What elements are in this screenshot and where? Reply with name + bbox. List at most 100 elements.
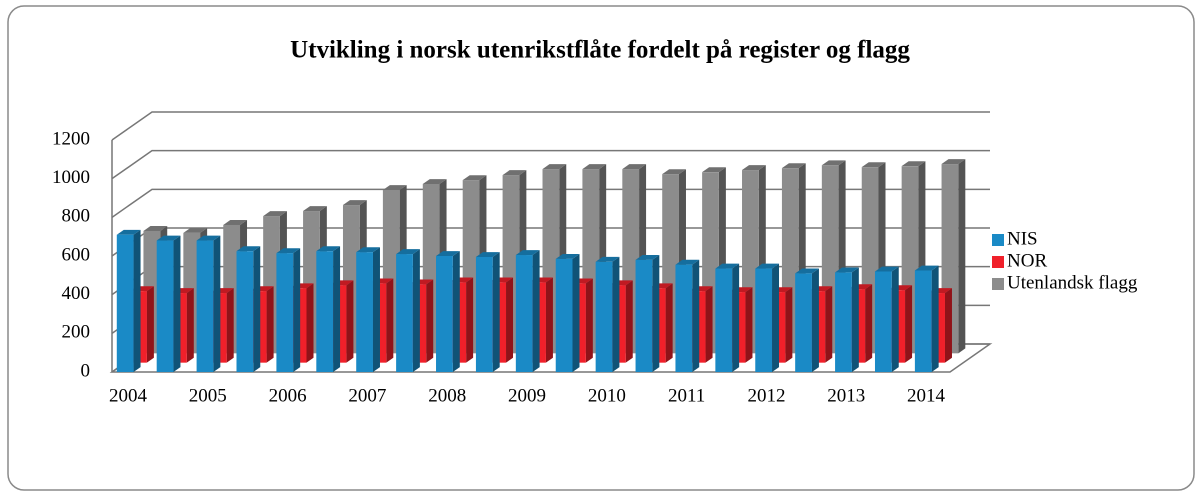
bar-top (635, 254, 660, 260)
x-tick-label: 2009 (508, 385, 546, 406)
bar-top (342, 200, 367, 206)
y-tick-label: 0 (81, 360, 91, 381)
y-tick-label: 1000 (52, 167, 90, 188)
bar-side (585, 278, 593, 363)
bar-side (186, 288, 194, 363)
legend-label: Utenlandsk flagg (1007, 272, 1138, 293)
bar-side (492, 252, 500, 372)
bar-top (276, 248, 301, 254)
grid-line (111, 149, 990, 180)
legend-label: NOR (1007, 250, 1047, 271)
bar-side (772, 263, 780, 372)
bar-top (702, 167, 726, 173)
y-tick-label: 1200 (52, 128, 90, 149)
bar-top (901, 161, 926, 167)
chart-title: Utvikling i norsk utenrikstflåte fordelt… (290, 37, 910, 64)
bar (396, 254, 413, 372)
bar-top (595, 256, 620, 262)
bar-side (665, 283, 673, 363)
bar-side (891, 266, 899, 372)
x-tick-label: 2014 (907, 385, 946, 406)
bar-top (861, 162, 886, 168)
x-tick-label: 2011 (668, 385, 705, 406)
bar-side (944, 288, 952, 363)
bar-top (555, 254, 580, 259)
bar (555, 258, 573, 372)
bar (196, 240, 214, 372)
bar-top (303, 206, 327, 212)
bar-side (452, 251, 460, 372)
bar-side (173, 235, 181, 372)
bar-side (506, 277, 514, 363)
bar-top (742, 165, 766, 171)
bar-side (386, 278, 394, 363)
bar-top (821, 160, 846, 166)
legend-swatch (992, 234, 1004, 246)
x-tick-label: 2013 (827, 385, 865, 406)
bar-top (156, 235, 181, 241)
x-tick-label: 2006 (269, 385, 307, 406)
bar-top (422, 179, 447, 184)
x-tick-label: 2010 (588, 385, 626, 406)
bar-side (253, 246, 261, 372)
x-tick-label: 2005 (189, 385, 227, 406)
bar-side (625, 280, 633, 363)
bar-side (572, 254, 580, 372)
bar-top (382, 185, 407, 190)
bar (356, 252, 373, 372)
bar-top (582, 164, 607, 170)
bar (635, 259, 653, 372)
bar-side (958, 159, 966, 354)
bar-top (675, 259, 700, 265)
bar (475, 256, 493, 372)
bar-top (356, 247, 380, 253)
bar-top (196, 235, 221, 241)
bar-side (905, 285, 913, 363)
bar-side (652, 254, 660, 372)
bar (436, 256, 453, 372)
bar-side (133, 229, 141, 372)
bar-top (316, 246, 341, 252)
legend-swatch (992, 278, 1004, 290)
bar-side (532, 250, 540, 372)
bar-top (263, 211, 287, 217)
bar-top (795, 268, 819, 274)
bar-side (612, 256, 620, 372)
bar-side (692, 259, 700, 372)
y-tick-label: 600 (62, 244, 91, 265)
x-tick-label: 2004 (109, 385, 148, 406)
bar (715, 268, 733, 372)
legend-label: NIS (1007, 228, 1038, 249)
bar-side (306, 283, 314, 363)
bar-top (143, 226, 168, 231)
bar-top (835, 267, 859, 273)
y-tick-label: 200 (62, 322, 91, 343)
bar-side (466, 277, 474, 363)
bar-side (825, 286, 833, 363)
bar (236, 251, 254, 372)
bar-top (715, 263, 740, 269)
bar-top (755, 263, 780, 269)
bar (675, 264, 693, 372)
bar-top (874, 266, 899, 272)
bar-top (502, 170, 527, 176)
bar-top (622, 164, 647, 170)
bar-side (732, 263, 740, 372)
x-tick-label: 2007 (348, 385, 386, 406)
bar (515, 255, 533, 372)
bar-side (865, 284, 873, 363)
bar (595, 261, 613, 372)
bar (156, 240, 174, 372)
bar (795, 273, 812, 372)
bar-side (811, 268, 819, 372)
bar-side (372, 247, 380, 372)
bar (116, 234, 134, 372)
legend-swatch (992, 256, 1004, 268)
bar-top (436, 251, 460, 256)
bar-side (213, 235, 221, 372)
bar-side (333, 246, 341, 372)
bar-top (781, 163, 806, 169)
bar-side (346, 280, 354, 363)
bar-side (931, 265, 939, 372)
